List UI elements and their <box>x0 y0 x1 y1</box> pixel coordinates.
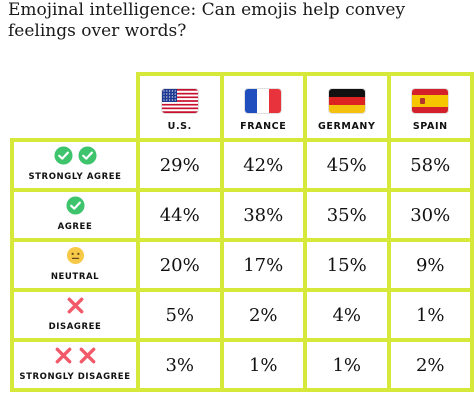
column-header-france: FRANCE <box>223 76 303 138</box>
row-icons <box>53 145 97 165</box>
row-label: AGREE <box>57 222 93 232</box>
value-cell: 4% <box>307 292 387 338</box>
row-icons <box>65 195 85 215</box>
value-cell: 1% <box>390 292 470 338</box>
value-cell: 29% <box>140 142 220 188</box>
chart-title: Emojinal intelligence: Can emojis help c… <box>8 0 406 41</box>
germany-flag-icon <box>328 89 365 113</box>
row-header-strongly-agree: STRONGLY AGREE <box>14 142 136 188</box>
value-cell: 45% <box>307 142 387 188</box>
column-header-germany: GERMANY <box>307 76 387 138</box>
cross-icon <box>66 296 85 315</box>
value-cell: 30% <box>390 192 470 238</box>
neutral-face-icon <box>66 246 85 265</box>
row-header-neutral: NEUTRAL <box>14 242 136 288</box>
column-label: SPAIN <box>412 121 448 132</box>
france-flag-icon <box>245 89 282 113</box>
results-table: U.S. FRANCE GERMANY SPAIN STRONGLY AGREE 29% 4… <box>10 72 474 392</box>
value-cell: 2% <box>223 292 303 338</box>
column-label: U.S. <box>167 121 192 132</box>
row-label: STRONGLY DISAGREE <box>19 372 131 382</box>
cross-icon <box>78 346 97 365</box>
value-cell: 3% <box>140 342 220 388</box>
value-cell: 20% <box>140 242 220 288</box>
check-icon <box>77 145 97 165</box>
row-header-strongly-disagree: STRONGLY DISAGREE <box>14 342 136 388</box>
value-cell: 5% <box>140 292 220 338</box>
column-header-spain: SPAIN <box>390 76 470 138</box>
row-icons <box>66 295 85 315</box>
us-flag-icon <box>161 89 198 113</box>
value-cell: 1% <box>223 342 303 388</box>
column-label: GERMANY <box>318 121 376 132</box>
value-cell: 1% <box>307 342 387 388</box>
row-header-agree: AGREE <box>14 192 136 238</box>
row-header-disagree: DISAGREE <box>14 292 136 338</box>
column-label: FRANCE <box>240 121 287 132</box>
row-icons <box>66 245 85 265</box>
cross-icon <box>54 346 73 365</box>
value-cell: 15% <box>307 242 387 288</box>
value-cell: 17% <box>223 242 303 288</box>
spain-flag-icon <box>412 89 449 113</box>
check-icon <box>65 195 85 215</box>
value-cell: 35% <box>307 192 387 238</box>
column-header-u-s: U.S. <box>140 76 220 138</box>
row-label: DISAGREE <box>48 322 102 332</box>
row-label: STRONGLY AGREE <box>28 172 122 182</box>
row-icons <box>54 345 97 365</box>
row-label: NEUTRAL <box>50 272 100 282</box>
value-cell: 38% <box>223 192 303 238</box>
value-cell: 2% <box>390 342 470 388</box>
value-cell: 9% <box>390 242 470 288</box>
value-cell: 58% <box>390 142 470 188</box>
value-cell: 44% <box>140 192 220 238</box>
check-icon <box>53 145 73 165</box>
value-cell: 42% <box>223 142 303 188</box>
